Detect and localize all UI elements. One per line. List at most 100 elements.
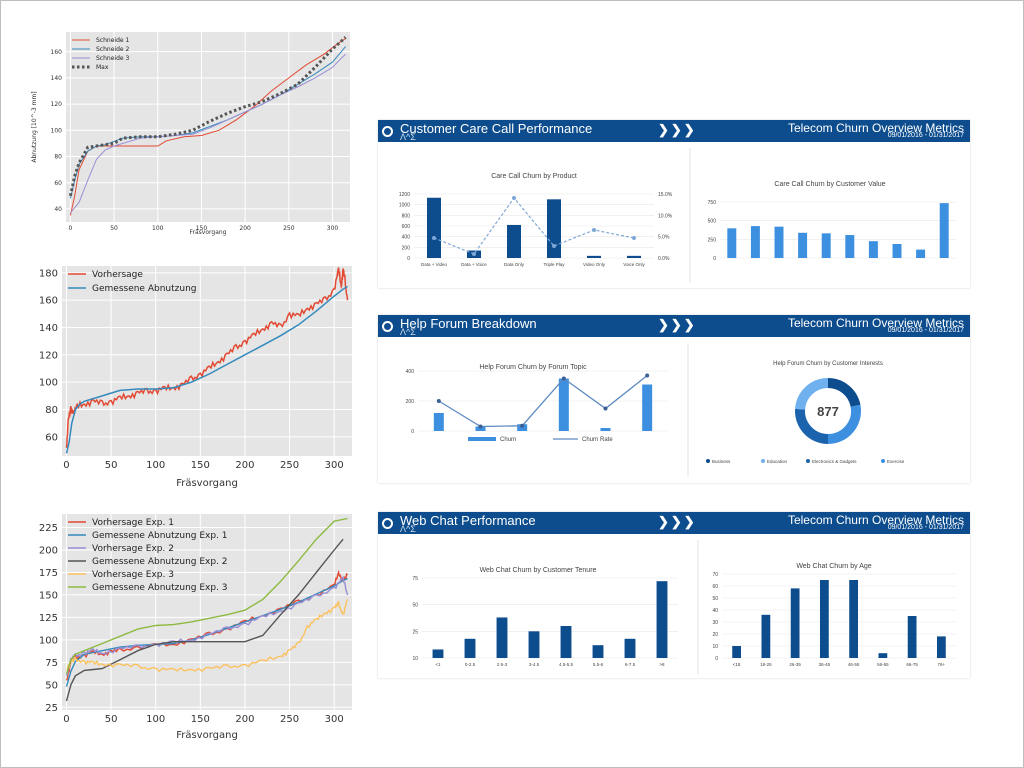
- y-tick-label: 225: [39, 523, 58, 534]
- dashboard-header: Web Chat Performance Λ^Σ ❯❯❯ Telecom Chu…: [378, 512, 970, 534]
- bar: [624, 638, 636, 658]
- y-tick-label: 100: [39, 635, 58, 646]
- x-tick-label: 250: [280, 714, 299, 725]
- bar: [939, 203, 949, 258]
- x-tick-label: 200: [235, 714, 254, 725]
- bar: [790, 588, 800, 658]
- bar: [427, 197, 441, 258]
- dashboard-header: Customer Care Call Performance Λ^Σ ❯❯❯ T…: [378, 120, 970, 142]
- legend-label: Churn: [500, 437, 516, 443]
- y2-tick-label: 0.0%: [658, 256, 670, 262]
- x-tick-label: 18-25: [760, 662, 772, 667]
- bar: [432, 649, 444, 658]
- x-tick-label: 250: [280, 460, 299, 471]
- x-tick-label: 36-45: [819, 662, 831, 667]
- y2-tick-label: 15.0%: [658, 192, 673, 198]
- y-tick-label: 10: [412, 656, 418, 662]
- churn-rate-point: [592, 228, 596, 232]
- y-tick-label: 140: [51, 75, 63, 82]
- y-tick-label: 60: [54, 180, 62, 187]
- y-tick-label: 1000: [399, 203, 410, 209]
- y-tick-label: 10: [712, 644, 718, 650]
- churn-rate-point: [552, 244, 556, 248]
- x-tick-label: 250: [283, 225, 295, 232]
- bar: [558, 378, 569, 431]
- chart-title: Web Chat Churn by Customer Tenure: [480, 567, 597, 574]
- x-tick-label: 5.5-6: [593, 662, 604, 667]
- donut-slice: [827, 404, 861, 444]
- x-tick-label: >8: [659, 662, 665, 667]
- x-axis-label: Fräsvorgang: [190, 229, 227, 236]
- y-tick-label: 50: [412, 603, 418, 609]
- donut-slice: [795, 408, 829, 444]
- x-tick-label: 66-75: [906, 662, 918, 667]
- bar: [587, 255, 601, 258]
- y-tick-label: 800: [402, 213, 411, 219]
- y-tick-label: 500: [708, 219, 717, 225]
- dashboard-title: Web Chat Performance: [400, 513, 536, 528]
- dashboard-date-range: 09/01/2016 - 01/31/2017: [887, 132, 964, 139]
- x-tick-label: 100: [146, 460, 165, 471]
- y-tick-label: 160: [39, 296, 58, 307]
- y-tick-label: 50: [45, 680, 58, 691]
- legend-label: Electronics & Gadgets: [812, 459, 857, 464]
- bar: [798, 232, 808, 258]
- series-line-vorhersage-exp-2: [65, 575, 349, 677]
- legend-label: Vorhersage Exp. 1: [92, 518, 174, 528]
- churn-rate-point: [472, 252, 476, 256]
- y-tick-label: 0: [715, 656, 718, 662]
- y-tick-label: 200: [39, 545, 58, 556]
- churn-rate-point: [478, 424, 483, 429]
- x-tick-label: 2.5-3: [497, 662, 508, 667]
- x-tick-label: 26-35: [789, 662, 801, 667]
- x-tick-label: 46-55: [848, 662, 860, 667]
- x-tick-label: 50: [110, 225, 118, 232]
- chart-title: Help Forum Churn by Forum Topic: [479, 364, 587, 371]
- y-tick-label: 1200: [399, 192, 410, 198]
- bar: [845, 235, 855, 258]
- x-tick-label: Video Only: [583, 262, 606, 267]
- dashboard-web-chat: Web Chat Performance Λ^Σ ❯❯❯ Telecom Chu…: [378, 512, 970, 678]
- legend-swatch: [468, 437, 496, 441]
- x-tick-label: 0: [63, 714, 69, 725]
- y-tick-label: 75: [412, 576, 418, 582]
- y-tick-label: 25: [412, 629, 418, 635]
- bar: [936, 636, 946, 658]
- churn-rate-point: [432, 236, 436, 240]
- x-tick-label: 300: [327, 225, 339, 232]
- bar: [750, 226, 760, 258]
- x-tick-label: 150: [191, 460, 210, 471]
- y-tick-label: 120: [51, 101, 63, 108]
- y-tick-label: 100: [39, 378, 58, 389]
- churn-rate-point: [561, 376, 566, 381]
- wear-plot-experiments: 0 50 100 150 200 250 300 25 50 75 100 125 150 175 200 2…: [28, 508, 358, 743]
- y-tick-label: 175: [39, 568, 58, 579]
- x-tick-label: 0: [63, 460, 69, 471]
- y-tick-label: 200: [402, 245, 411, 251]
- legend-label: Exercise: [887, 459, 905, 464]
- y-tick-label: 750: [708, 200, 717, 206]
- bar: [849, 580, 859, 658]
- dashboard-help-forum: Help Forum Breakdown Λ^Σ ❯❯❯ Telecom Chu…: [378, 315, 970, 483]
- bar: [732, 646, 742, 658]
- legend-label: Schneide 2: [96, 46, 129, 53]
- x-tick-label: 300: [325, 714, 344, 725]
- x-tick-label: <1: [435, 662, 441, 667]
- bar: [464, 638, 476, 658]
- dashboard-customer-care: Customer Care Call Performance Λ^Σ ❯❯❯ T…: [378, 120, 970, 288]
- churn-rate-line: [438, 374, 648, 428]
- x-tick-label: <18: [733, 662, 741, 667]
- y-tick-label: 200: [406, 399, 415, 405]
- series-line-gemessene-abnutzung-exp-3: [65, 517, 348, 675]
- bar: [727, 228, 737, 258]
- dashboard-report-title: Telecom Churn Overview Metrics: [787, 121, 964, 135]
- y-axis-label: Abnutzung [10^-3 mm]: [31, 91, 38, 162]
- bar: [878, 653, 888, 658]
- donut-slice: [795, 378, 829, 410]
- bar: [496, 617, 508, 658]
- x-tick-label: Data + Video: [421, 262, 448, 267]
- legend-label: Gemessene Abnutzung Exp. 1: [92, 531, 228, 541]
- y-tick-label: 600: [402, 224, 411, 230]
- legend-swatch: [881, 459, 885, 463]
- bar: [892, 244, 902, 258]
